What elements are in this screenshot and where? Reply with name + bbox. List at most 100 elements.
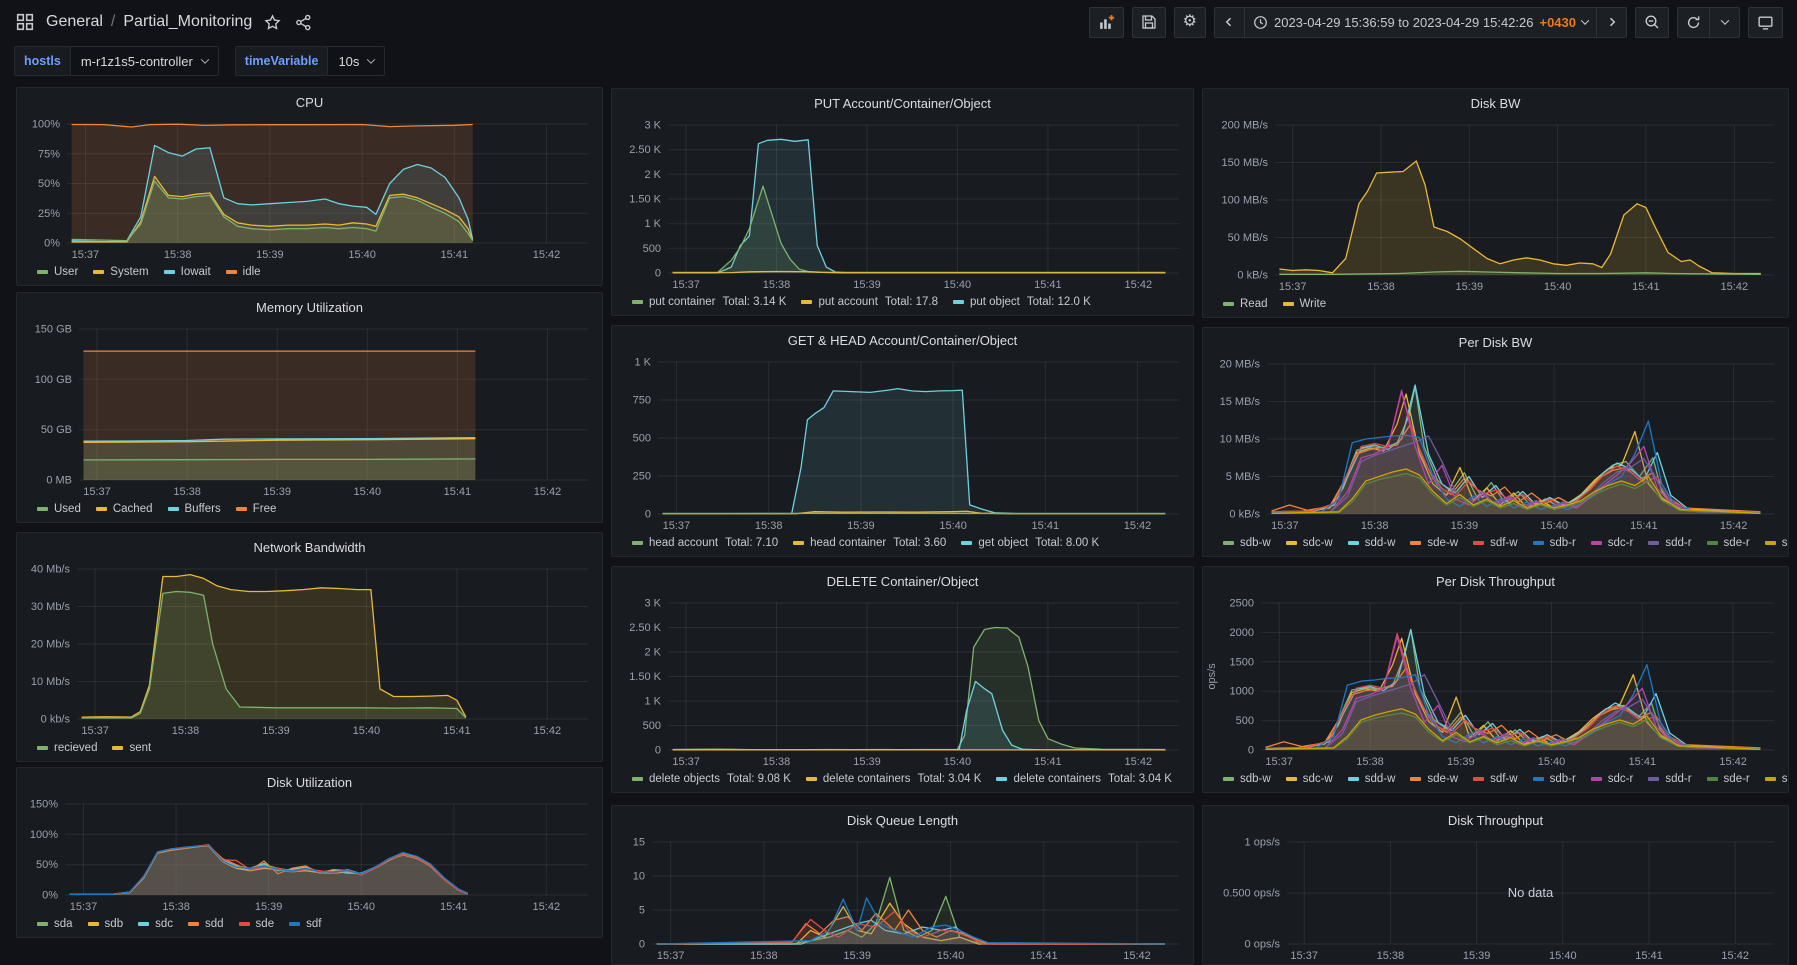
panel-title[interactable]: Disk Queue Length — [612, 806, 1193, 834]
time-shift-forward-button[interactable] — [1596, 7, 1627, 38]
legend-item[interactable]: Write — [1283, 298, 1327, 310]
panel-title[interactable]: GET & HEAD Account/Container/Object — [612, 326, 1193, 354]
legend-item[interactable]: sdd-r — [1648, 537, 1691, 549]
legend-item[interactable]: Iowait — [164, 266, 211, 278]
dashboard-settings-button[interactable]: ⚙ — [1174, 7, 1206, 38]
panel-title[interactable]: Disk BW — [1203, 89, 1788, 117]
legend-item[interactable]: sdf — [289, 918, 321, 930]
legend-item[interactable]: sdf-r — [1765, 773, 1788, 785]
save-dashboard-button[interactable] — [1132, 7, 1166, 38]
legend-item[interactable]: sdb-r — [1533, 773, 1576, 785]
delete-chart[interactable]: 15:3715:3815:3915:4015:4115:4205001 K1.5… — [612, 595, 1193, 770]
share-dashboard-icon[interactable] — [293, 12, 314, 33]
legend-item[interactable]: put accountTotal: 17.8 — [801, 296, 938, 308]
legend-item[interactable]: put containerTotal: 3.14 K — [632, 296, 786, 308]
panel-title[interactable]: Per Disk Throughput — [1203, 567, 1788, 595]
add-panel-button[interactable] — [1089, 7, 1124, 38]
variable-value-dropdown[interactable]: m-r1z1s5-controller — [70, 46, 219, 76]
legend-item[interactable]: sdf-w — [1473, 773, 1517, 785]
legend-item[interactable]: sde-w — [1410, 537, 1458, 549]
panel-title[interactable]: PUT Account/Container/Object — [612, 89, 1193, 117]
legend-item[interactable]: sent — [112, 742, 151, 754]
svg-text:15:40: 15:40 — [1549, 950, 1577, 962]
panel-title[interactable]: CPU — [17, 88, 602, 116]
legend-item[interactable]: head accountTotal: 7.10 — [632, 537, 778, 549]
legend-item[interactable]: sde-r — [1707, 773, 1750, 785]
legend-item[interactable]: Buffers — [168, 503, 221, 515]
kiosk-mode-button[interactable] — [1748, 7, 1783, 38]
svg-text:15:41: 15:41 — [1635, 950, 1663, 962]
panel-title[interactable]: Per Disk BW — [1203, 328, 1788, 356]
legend-total: Total: 17.8 — [885, 296, 938, 308]
dashboards-grid-icon[interactable] — [14, 11, 36, 33]
legend-item[interactable]: sdd-r — [1648, 773, 1691, 785]
time-range-picker[interactable]: 2023-04-29 15:36:59 to 2023-04-29 15:42:… — [1244, 7, 1597, 38]
legend-item[interactable]: sdf-r — [1765, 537, 1788, 549]
legend-item[interactable]: sde — [239, 918, 275, 930]
legend-item[interactable]: head containerTotal: 3.60 — [793, 537, 946, 549]
legend-total: Total: 3.14 K — [723, 296, 787, 308]
svg-text:30 Mb/s: 30 Mb/s — [31, 601, 71, 613]
legend-item[interactable]: sdb-w — [1223, 537, 1271, 549]
legend-item[interactable]: User — [37, 266, 78, 278]
legend-item[interactable]: sdb-r — [1533, 537, 1576, 549]
panel-title[interactable]: Disk Utilization — [17, 768, 602, 796]
legend-item[interactable]: delete objectsTotal: 9.08 K — [632, 773, 791, 785]
legend-item[interactable]: sdc-r — [1591, 537, 1634, 549]
disk-utilization-chart[interactable]: 15:3715:3815:3915:4015:4115:420%50%100%1… — [17, 796, 602, 915]
legend-item[interactable]: recieved — [37, 742, 97, 754]
legend-item[interactable]: sdc — [138, 918, 173, 930]
legend-item[interactable]: sdf-w — [1473, 537, 1517, 549]
refresh-interval-dropdown[interactable] — [1709, 7, 1740, 38]
legend-item[interactable]: System — [93, 266, 148, 278]
panel-title[interactable]: Network Bandwidth — [17, 533, 602, 561]
memory-chart[interactable]: 15:3715:3815:3915:4015:4115:420 MB50 GB1… — [17, 321, 602, 500]
star-dashboard-icon[interactable] — [262, 12, 283, 33]
time-shift-back-button[interactable] — [1214, 7, 1245, 38]
zoom-out-time-button[interactable] — [1635, 7, 1669, 38]
variable-value-dropdown[interactable]: 10s — [327, 46, 385, 76]
legend-item[interactable]: sdb-w — [1223, 773, 1271, 785]
legend-item[interactable]: sdd-w — [1348, 537, 1396, 549]
put-chart[interactable]: 15:3715:3815:3915:4015:4115:4205001 K1.5… — [612, 117, 1193, 293]
svg-text:15:38: 15:38 — [1367, 281, 1395, 293]
legend-item[interactable]: sdd — [188, 918, 224, 930]
disk-bw-chart[interactable]: 15:3715:3815:3915:4015:4115:420 kB/s50 M… — [1203, 117, 1788, 295]
get-head-chart[interactable]: 15:3715:3815:3915:4015:4115:420250500750… — [612, 354, 1193, 534]
legend-item[interactable]: Cached — [96, 503, 153, 515]
legend-item[interactable]: sdd-w — [1348, 773, 1396, 785]
legend-label: System — [110, 266, 148, 278]
breadcrumb-section[interactable]: General — [46, 13, 103, 31]
cpu-chart[interactable]: 15:3715:3815:3915:4015:4115:420%25%50%75… — [17, 116, 602, 263]
legend-item[interactable]: sdb — [88, 918, 124, 930]
grafana-dashboard: { "nav": { "breadcrumb": {"section": "Ge… — [0, 0, 1797, 942]
legend-item[interactable]: sda — [37, 918, 73, 930]
legend-label: sdb — [105, 918, 124, 930]
network-chart[interactable]: 15:3715:3815:3915:4015:4115:420 kb/s10 M… — [17, 561, 602, 739]
legend-item[interactable]: Free — [236, 503, 277, 515]
breadcrumb-page[interactable]: Partial_Monitoring — [123, 13, 252, 31]
legend-item[interactable]: sde-w — [1410, 773, 1458, 785]
legend-item[interactable]: delete containersTotal: 3.04 K — [996, 773, 1172, 785]
refresh-dashboard-button[interactable] — [1677, 7, 1710, 38]
legend-item[interactable]: idle — [226, 266, 261, 278]
panel-title[interactable]: Memory Utilization — [17, 293, 602, 321]
legend-item[interactable]: sde-r — [1707, 537, 1750, 549]
per-disk-bw-chart[interactable]: 15:3715:3815:3915:4015:4115:420 kB/s5 MB… — [1203, 356, 1788, 534]
legend-item[interactable]: put objectTotal: 12.0 K — [953, 296, 1091, 308]
legend-item[interactable]: Read — [1223, 298, 1268, 310]
per-disk-throughput-chart[interactable]: 15:3715:3815:3915:4015:4115:420500100015… — [1203, 595, 1788, 770]
legend-item[interactable]: delete containersTotal: 3.04 K — [806, 773, 982, 785]
panel-title[interactable]: DELETE Container/Object — [612, 567, 1193, 595]
disk-queue-chart[interactable]: 15:3715:3815:3915:4015:4115:42051015 — [612, 834, 1193, 964]
legend-item[interactable]: get objectTotal: 8.00 K — [961, 537, 1099, 549]
legend-label: Used — [54, 503, 81, 515]
panel-title[interactable]: Disk Throughput — [1203, 806, 1788, 834]
legend-total: Total: 8.00 K — [1035, 537, 1099, 549]
legend-item[interactable]: sdc-r — [1591, 773, 1634, 785]
legend-item[interactable]: sdc-w — [1286, 773, 1333, 785]
legend-item[interactable]: sdc-w — [1286, 537, 1333, 549]
svg-text:15:37: 15:37 — [657, 950, 685, 962]
disk-throughput-chart[interactable]: 15:3715:3815:3915:4015:4115:420 ops/s0.5… — [1203, 834, 1788, 964]
legend-item[interactable]: Used — [37, 503, 81, 515]
